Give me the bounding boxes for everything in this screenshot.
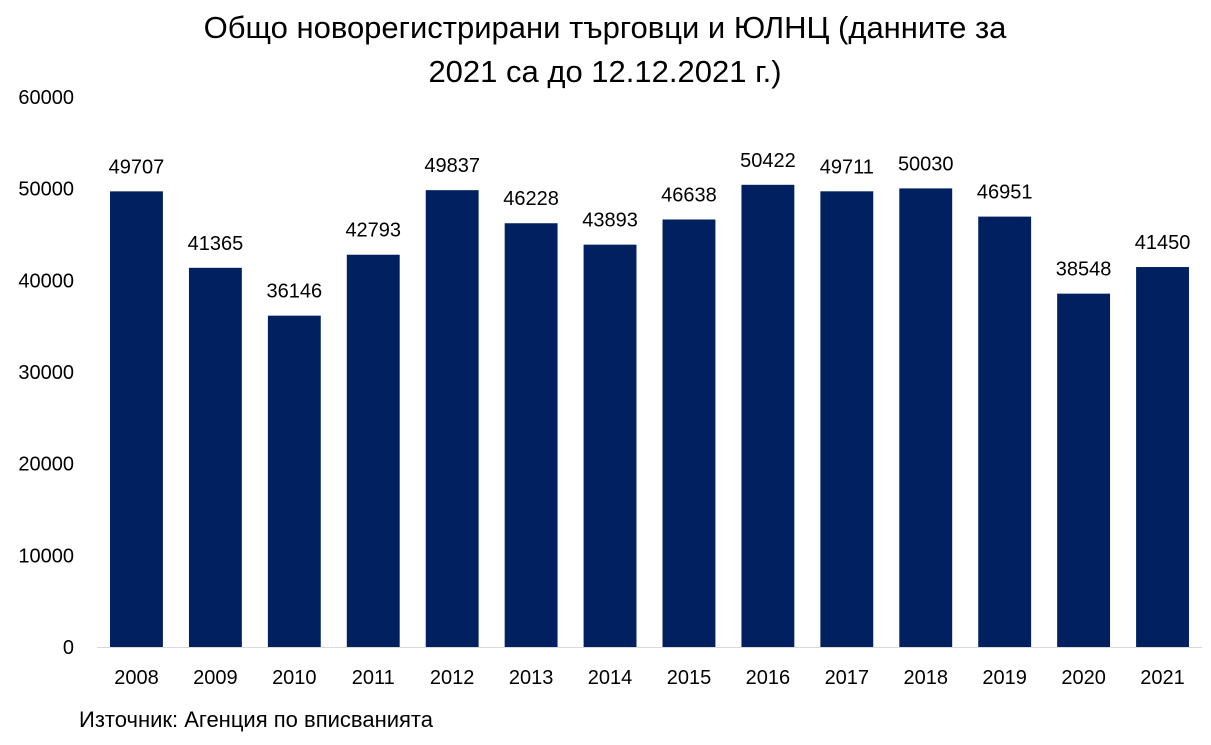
x-tick-label: 2008 [114, 667, 159, 689]
y-tick-label: 30000 [18, 362, 74, 384]
bar [1136, 267, 1189, 647]
x-tick-label: 2018 [904, 667, 949, 689]
data-label: 42793 [345, 220, 401, 242]
x-tick-label: 2021 [1140, 667, 1185, 689]
x-tick-label: 2011 [352, 667, 395, 689]
x-tick-label: 2015 [667, 667, 712, 689]
data-label: 36146 [267, 281, 323, 303]
bar [1057, 293, 1111, 647]
bar [425, 190, 479, 647]
y-tick-label: 10000 [18, 545, 74, 567]
x-tick-label: 2017 [825, 667, 870, 689]
x-tick-label: 2019 [982, 667, 1027, 689]
y-tick-label: 40000 [18, 270, 74, 292]
x-tick-label: 2020 [1061, 667, 1106, 689]
bar [188, 267, 242, 647]
bar [978, 216, 1032, 647]
x-tick-label: 2013 [509, 667, 554, 689]
source-note: Източник: Агенция по вписванията [79, 707, 433, 732]
x-tick-label: 2016 [746, 667, 791, 689]
bar [504, 223, 558, 647]
chart-title-line-2: 2021 са до 12.12.2021 г.) [428, 54, 782, 89]
bar [820, 191, 874, 647]
chart-title-line-1: Общо новорегистрирани търговци и ЮЛНЦ (д… [203, 10, 1007, 45]
y-tick-label: 60000 [18, 87, 74, 109]
bar [110, 191, 163, 648]
bars [110, 184, 1189, 648]
data-label: 46951 [977, 182, 1033, 204]
data-label: 49707 [109, 156, 165, 178]
data-label: 50030 [898, 153, 954, 175]
data-label: 46228 [503, 188, 559, 210]
data-label: 41450 [1135, 232, 1191, 254]
bar [267, 315, 321, 647]
y-tick-label: 50000 [18, 179, 74, 201]
x-tick-label: 2014 [588, 667, 633, 689]
bar [899, 188, 953, 647]
y-tick-label: 20000 [18, 454, 74, 476]
data-label: 50422 [740, 150, 796, 172]
y-axis-tick-labels: 0 10000 20000 30000 40000 50000 60000 [18, 87, 74, 659]
data-labels: 49707 41365 36146 42793 49837 46228 43893 46638… [109, 150, 1191, 303]
bar [662, 219, 716, 648]
chart-title: Общо новорегистрирани търговци и ЮЛНЦ (д… [90, 6, 1120, 94]
x-tick-label: 2012 [430, 667, 475, 689]
data-label: 46638 [661, 184, 717, 206]
bar [346, 254, 400, 647]
data-label: 41365 [188, 233, 244, 255]
bar [583, 244, 637, 647]
data-label: 49711 [820, 156, 874, 178]
y-tick-label: 0 [63, 637, 74, 659]
x-axis-tick-labels: 2008 2009 2010 2011 2012 2013 2014 2015 2016 2017… [114, 667, 1185, 689]
data-label: 43893 [582, 210, 638, 232]
data-label: 49837 [424, 155, 480, 177]
bar [741, 184, 795, 647]
data-label: 38548 [1056, 259, 1112, 281]
x-tick-label: 2009 [193, 667, 238, 689]
x-tick-label: 2010 [272, 667, 317, 689]
